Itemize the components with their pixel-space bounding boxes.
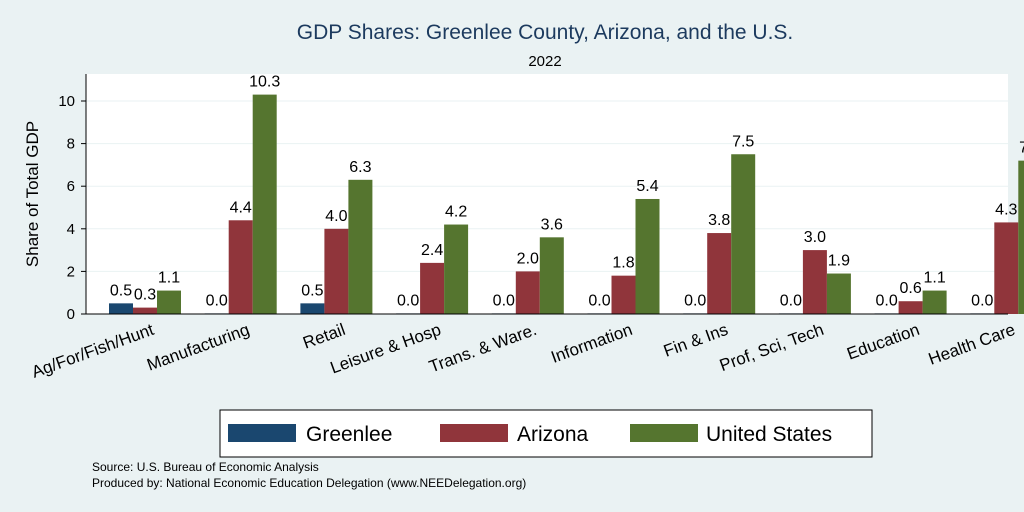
bar-united-states xyxy=(444,224,469,314)
data-label: 0.0 xyxy=(684,292,706,309)
produced-by-note: Produced by: National Economic Education… xyxy=(92,476,526,490)
y-tick-label: 2 xyxy=(67,263,75,280)
bar-arizona xyxy=(994,222,1019,314)
data-label: 0.0 xyxy=(971,292,993,309)
bar-united-states xyxy=(157,290,181,314)
legend-swatch xyxy=(228,424,296,442)
data-label: 6.3 xyxy=(349,159,371,176)
data-label: 1.9 xyxy=(828,253,850,270)
bar-arizona xyxy=(898,301,923,314)
data-label: 1.8 xyxy=(612,255,634,272)
y-tick-label: 6 xyxy=(67,178,75,195)
bar-arizona xyxy=(802,250,827,314)
data-label: 3.6 xyxy=(541,216,563,233)
chart-title: GDP Shares: Greenlee County, Arizona, an… xyxy=(297,21,794,44)
bar-greenlee xyxy=(300,303,325,314)
bar-arizona xyxy=(707,233,732,314)
bar-greenlee xyxy=(109,303,133,314)
chart-subtitle: 2022 xyxy=(528,53,561,70)
y-axis: 0 2 4 6 8 10 xyxy=(58,74,87,323)
data-label: 0.0 xyxy=(780,292,802,309)
data-label: 4.0 xyxy=(325,208,347,225)
bar-arizona xyxy=(515,271,540,314)
bar-arizona xyxy=(611,275,636,314)
y-tick-label: 0 xyxy=(67,306,75,323)
data-label: 4.2 xyxy=(445,204,467,221)
data-label: 7.2 xyxy=(1019,140,1024,157)
bar-united-states xyxy=(731,154,756,314)
data-label: 0.6 xyxy=(899,280,921,297)
data-label: 7.5 xyxy=(732,133,754,150)
data-label: 10.3 xyxy=(249,74,280,91)
data-label: 0.0 xyxy=(206,292,228,309)
bars: 0.5 0.31.10.04.410.30.54.06.30.02.44.20.0… xyxy=(109,74,1024,314)
data-label: 2.0 xyxy=(517,250,539,267)
data-label: 1.1 xyxy=(923,270,945,287)
legend-swatch xyxy=(440,424,508,442)
bar-united-states xyxy=(1018,160,1024,314)
y-tick-label: 4 xyxy=(67,221,75,238)
legend: Greenlee Arizona United States xyxy=(219,409,873,458)
bar-united-states xyxy=(922,290,947,314)
data-label: 3.8 xyxy=(708,212,730,229)
bar-united-states xyxy=(252,94,277,314)
bar-arizona xyxy=(133,307,157,314)
bar-united-states xyxy=(826,273,851,314)
data-label: 1.1 xyxy=(158,270,180,287)
y-tick-label: 10 xyxy=(58,93,75,110)
legend-label: Greenlee xyxy=(306,423,392,446)
data-label: 4.4 xyxy=(230,199,252,216)
data-label: 0.0 xyxy=(588,292,610,309)
legend-label: Arizona xyxy=(517,423,589,446)
bar-arizona xyxy=(324,228,349,314)
bar-united-states xyxy=(539,237,564,314)
legend-label: United States xyxy=(706,423,832,446)
data-label: 0.0 xyxy=(493,292,515,309)
data-label: 2.4 xyxy=(421,242,443,259)
data-label: 0.0 xyxy=(875,292,897,309)
legend-box xyxy=(219,409,873,458)
data-label: 5.4 xyxy=(636,178,658,195)
data-label: 0.0 xyxy=(397,292,419,309)
data-label: 3.0 xyxy=(804,229,826,246)
bar-arizona xyxy=(420,262,445,314)
legend-swatch xyxy=(630,424,698,442)
y-axis-label: Share of Total GDP xyxy=(23,121,42,267)
bar-united-states xyxy=(348,179,373,314)
data-label: 4.3 xyxy=(995,201,1017,218)
data-label: 0.5 xyxy=(110,282,132,299)
source-note: Source: U.S. Bureau of Economic Analysis xyxy=(92,460,319,474)
bar-united-states xyxy=(635,198,660,314)
data-label: 0.5 xyxy=(301,282,323,299)
bar-arizona xyxy=(228,220,253,314)
y-tick-label: 8 xyxy=(67,136,75,153)
data-label: 0.3 xyxy=(134,287,156,304)
